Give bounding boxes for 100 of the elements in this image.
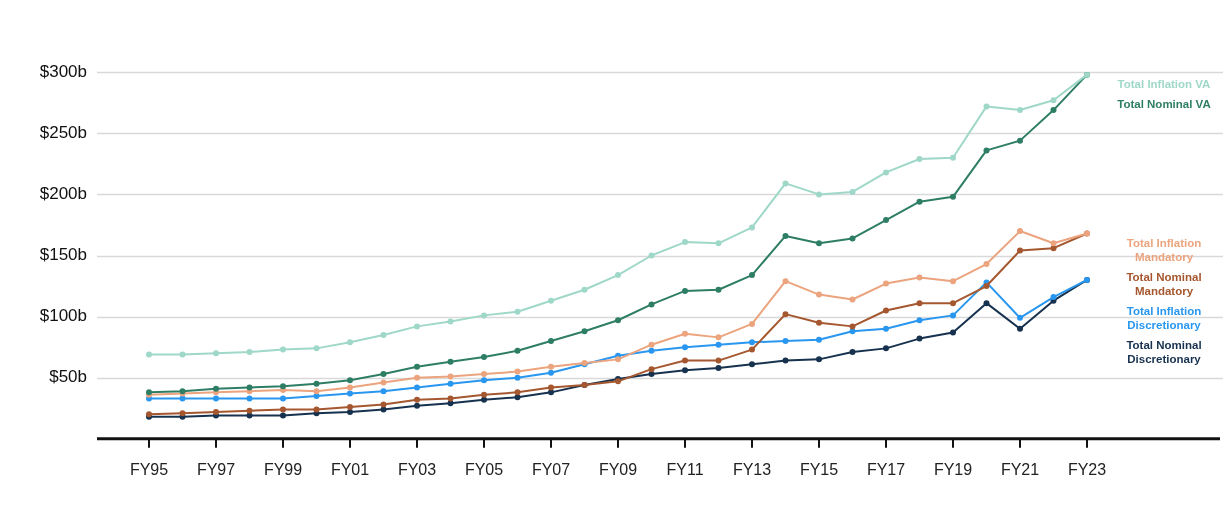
point <box>749 320 755 327</box>
point <box>983 147 990 154</box>
point <box>682 367 688 374</box>
point <box>648 301 655 308</box>
point <box>816 319 822 326</box>
point <box>280 412 286 419</box>
point <box>246 384 253 391</box>
point <box>782 232 789 239</box>
point <box>481 353 487 360</box>
text: Total Nominal VA <box>1117 97 1211 110</box>
point <box>883 325 889 332</box>
text: Total Nominal Mandatory <box>1126 270 1202 297</box>
point <box>1017 325 1023 332</box>
point <box>280 346 286 353</box>
point <box>481 377 487 384</box>
point <box>648 347 655 354</box>
point <box>916 274 923 281</box>
point <box>380 371 387 378</box>
point <box>950 278 956 285</box>
point <box>414 374 420 381</box>
point <box>447 380 454 387</box>
point <box>849 235 856 242</box>
y-tick-label: $50b <box>49 367 87 387</box>
point <box>347 390 353 397</box>
text: Total Inflation VA <box>1117 77 1211 90</box>
point <box>414 396 420 403</box>
point <box>280 395 286 402</box>
point <box>849 323 856 330</box>
point <box>347 377 353 384</box>
x-tick-label: FY99 <box>263 460 303 478</box>
point <box>883 169 889 176</box>
x-tick-label: FY17 <box>866 460 906 478</box>
point <box>213 408 219 415</box>
text: Total Nominal Discretionary <box>1126 338 1202 365</box>
point <box>648 341 655 348</box>
point <box>715 334 722 341</box>
point <box>347 404 353 411</box>
point <box>146 351 152 358</box>
point <box>447 318 454 325</box>
point <box>916 335 923 342</box>
point <box>715 357 722 364</box>
x-tick-label: FY21 <box>1000 460 1040 478</box>
point <box>715 286 722 293</box>
point <box>849 296 856 303</box>
point <box>749 339 755 346</box>
point <box>682 287 688 294</box>
point <box>648 366 655 373</box>
x-tick-label: FY11 <box>666 460 704 478</box>
point <box>715 240 722 247</box>
point <box>548 338 554 345</box>
point <box>280 406 286 413</box>
point <box>380 379 387 386</box>
point <box>213 385 219 392</box>
point <box>481 312 487 319</box>
point <box>414 323 420 330</box>
point <box>548 384 554 391</box>
x-tick-label: FY07 <box>531 460 571 478</box>
point <box>782 338 789 345</box>
point <box>514 374 521 381</box>
point <box>950 193 956 200</box>
x-tick-label: FY23 <box>1067 460 1107 478</box>
point <box>950 154 956 161</box>
point <box>347 384 353 391</box>
point <box>246 395 253 402</box>
y-tick-label: $100b <box>39 306 87 326</box>
point <box>213 350 219 357</box>
text: Total Inflation Mandatory <box>1126 236 1202 263</box>
point <box>715 364 722 371</box>
x-tick-label: FY09 <box>598 460 638 478</box>
point <box>849 349 856 356</box>
y-tick-label: $250b <box>39 122 87 142</box>
point <box>414 363 420 370</box>
x-tick-label: FY19 <box>933 460 973 478</box>
point <box>347 408 353 415</box>
x-tick-label: FY97 <box>196 460 236 478</box>
y-tick-label: $200b <box>39 184 87 204</box>
x-tick-label: FY03 <box>397 460 437 478</box>
point <box>548 369 554 376</box>
point <box>213 395 219 402</box>
point <box>782 357 789 364</box>
point <box>1017 314 1023 321</box>
point <box>916 300 923 307</box>
point <box>514 347 521 354</box>
point <box>1017 247 1023 254</box>
point <box>447 395 454 402</box>
point <box>313 380 320 387</box>
point <box>983 300 990 307</box>
point <box>347 339 353 346</box>
point <box>581 328 588 335</box>
point <box>782 311 789 318</box>
point <box>749 361 755 368</box>
point <box>1050 107 1057 114</box>
point <box>749 224 755 231</box>
point <box>950 329 956 336</box>
y-tick-label: $300b <box>39 61 87 81</box>
point <box>313 388 320 395</box>
point <box>548 363 554 370</box>
point <box>447 358 454 365</box>
point <box>615 317 621 324</box>
point <box>983 283 990 290</box>
